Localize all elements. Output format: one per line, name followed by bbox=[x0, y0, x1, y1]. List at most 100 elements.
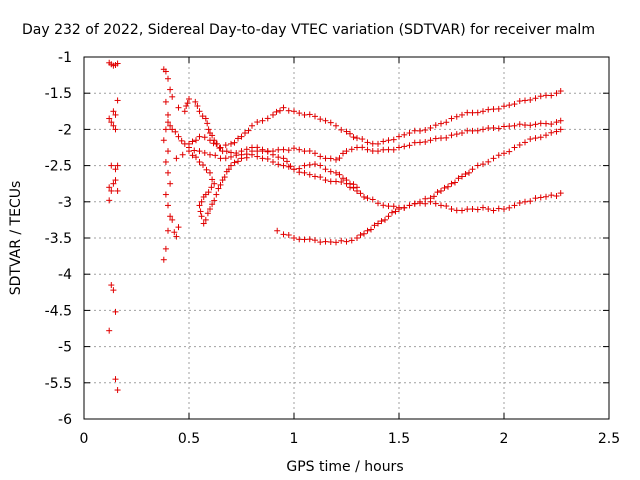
data-point bbox=[543, 120, 549, 127]
data-point bbox=[501, 206, 507, 213]
data-point bbox=[459, 130, 465, 137]
data-point bbox=[333, 169, 339, 176]
data-point bbox=[280, 162, 287, 169]
data-point bbox=[112, 111, 119, 118]
data-point bbox=[401, 143, 408, 150]
data-point bbox=[340, 175, 346, 182]
x-axis-label: GPS time / hours bbox=[286, 459, 403, 475]
data-point bbox=[201, 134, 208, 141]
data-point bbox=[522, 97, 528, 104]
data-point bbox=[327, 238, 334, 245]
data-point bbox=[333, 122, 339, 129]
data-point bbox=[219, 177, 226, 184]
data-point bbox=[401, 131, 408, 138]
data-point bbox=[333, 156, 339, 163]
data-point bbox=[557, 190, 564, 197]
x-tick-label: 0 bbox=[80, 431, 89, 447]
data-point bbox=[359, 136, 366, 143]
data-point bbox=[254, 119, 261, 126]
data-point bbox=[222, 142, 229, 149]
data-point bbox=[254, 148, 261, 155]
data-point bbox=[296, 236, 303, 243]
data-point bbox=[301, 111, 308, 118]
data-point bbox=[197, 208, 204, 215]
axis-ticks: 0 0.5 1 1.5 2 2.5 -1 -1.5 -2 -2.5 -3 -3.5 -4 -4.5 -5 -5… bbox=[45, 50, 620, 447]
data-point bbox=[343, 238, 350, 245]
data-point bbox=[511, 101, 518, 108]
data-point bbox=[527, 96, 534, 103]
data-point bbox=[506, 204, 513, 211]
data-point bbox=[350, 134, 357, 141]
y-tick-label: -5 bbox=[58, 340, 72, 356]
data-point bbox=[245, 127, 252, 134]
data-point bbox=[490, 124, 497, 131]
data-point bbox=[204, 120, 211, 127]
data-point bbox=[198, 213, 205, 220]
data-point bbox=[361, 230, 367, 237]
data-point bbox=[490, 207, 497, 214]
data-point bbox=[453, 207, 460, 214]
data-point bbox=[207, 151, 213, 158]
data-point bbox=[235, 158, 241, 165]
data-point bbox=[312, 150, 318, 157]
data-point bbox=[228, 153, 234, 160]
data-point bbox=[532, 195, 539, 202]
data-point bbox=[173, 155, 180, 162]
data-points bbox=[106, 59, 564, 394]
data-point bbox=[216, 145, 223, 152]
data-point bbox=[369, 140, 376, 147]
data-point bbox=[231, 139, 238, 146]
data-point bbox=[480, 126, 486, 133]
data-point bbox=[438, 187, 444, 194]
data-point bbox=[202, 115, 209, 122]
data-point bbox=[312, 237, 318, 244]
x-tick-label: 0.5 bbox=[178, 431, 200, 447]
data-point bbox=[114, 387, 121, 394]
data-point bbox=[406, 142, 413, 149]
data-point bbox=[411, 200, 418, 207]
data-point bbox=[406, 130, 413, 137]
data-point bbox=[312, 161, 318, 168]
data-point bbox=[114, 187, 121, 194]
data-point bbox=[215, 185, 222, 192]
y-tick-label: -1 bbox=[58, 50, 72, 66]
data-point bbox=[178, 137, 185, 144]
data-point bbox=[114, 60, 121, 67]
data-point bbox=[186, 144, 192, 151]
data-point bbox=[317, 239, 324, 246]
data-point bbox=[301, 236, 308, 243]
data-point bbox=[537, 120, 544, 127]
data-point bbox=[235, 135, 241, 142]
data-point bbox=[280, 104, 287, 111]
data-point bbox=[348, 237, 355, 244]
data-point bbox=[112, 308, 119, 315]
data-point bbox=[196, 158, 203, 165]
data-point bbox=[375, 148, 381, 155]
data-point bbox=[108, 162, 115, 169]
data-point bbox=[495, 205, 502, 212]
grid bbox=[84, 57, 609, 419]
data-point bbox=[207, 137, 213, 144]
data-point bbox=[243, 151, 250, 158]
data-point bbox=[259, 117, 266, 124]
data-point bbox=[277, 107, 283, 114]
data-point bbox=[209, 201, 216, 208]
data-point bbox=[162, 98, 169, 105]
data-point bbox=[427, 198, 434, 205]
data-point bbox=[427, 124, 434, 131]
data-point bbox=[485, 158, 492, 165]
data-point bbox=[285, 107, 292, 114]
data-point bbox=[361, 193, 367, 200]
data-point bbox=[522, 122, 528, 129]
data-point bbox=[343, 128, 350, 135]
data-point bbox=[338, 179, 345, 186]
x-tick-label: 1 bbox=[290, 431, 299, 447]
data-point bbox=[306, 111, 313, 118]
data-point bbox=[167, 213, 174, 220]
data-point bbox=[172, 128, 179, 135]
data-point bbox=[169, 126, 176, 133]
data-point bbox=[333, 178, 339, 185]
y-tick-label: -5.5 bbox=[45, 376, 72, 392]
data-point bbox=[284, 158, 290, 165]
data-point bbox=[189, 138, 196, 145]
